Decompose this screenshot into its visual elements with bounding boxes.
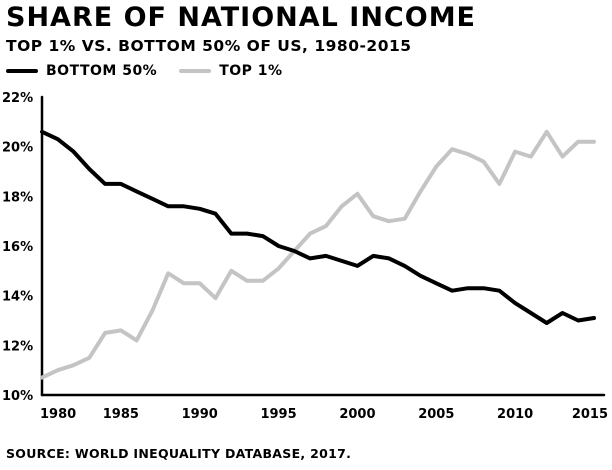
y-tick-label: 16% (2, 240, 33, 255)
x-tick-label: 1990 (182, 407, 218, 422)
chart-subtitle: TOP 1% VS. BOTTOM 50% OF US, 1980-2015 (6, 37, 412, 55)
x-tick-label: 2010 (497, 407, 533, 422)
series-layer (40, 129, 596, 380)
series-line-bottom-50 (40, 129, 596, 325)
source-note: SOURCE: WORLD INEQUALITY DATABASE, 2017. (6, 446, 352, 461)
y-tick-label: 10% (2, 389, 33, 404)
series-line-top-1 (40, 129, 596, 380)
legend-label-top-1: TOP 1% (219, 63, 283, 79)
legend-swatch-top-1 (179, 69, 212, 73)
y-axis-ticks: 10% 12% 14% 16% 18% 20% 22% (2, 91, 33, 404)
x-tick-label: 1980 (40, 407, 76, 422)
legend-item-top-1: TOP 1% (179, 63, 282, 79)
legend-label-bottom-50: BOTTOM 50% (46, 63, 158, 79)
legend-item-bottom-50: BOTTOM 50% (6, 63, 157, 79)
y-tick-label: 20% (2, 141, 33, 156)
chart-title: SHARE OF NATIONAL INCOME (6, 2, 477, 33)
y-tick-label: 22% (2, 91, 33, 106)
x-tick-label: 2005 (418, 407, 454, 422)
y-tick-label: 14% (2, 290, 33, 305)
x-tick-label: 1985 (103, 407, 139, 422)
x-tick-label: 2015 (572, 407, 608, 422)
x-tick-label: 1995 (260, 407, 296, 422)
x-axis-ticks: 1980 1985 1990 1995 2000 2005 2010 2015 (40, 407, 608, 422)
x-tick-label: 2000 (339, 407, 375, 422)
legend-swatch-bottom-50 (6, 69, 38, 73)
axes (40, 95, 606, 397)
legend: BOTTOM 50% TOP 1% (6, 60, 305, 82)
y-tick-label: 12% (2, 339, 33, 354)
y-tick-label: 18% (2, 190, 33, 205)
